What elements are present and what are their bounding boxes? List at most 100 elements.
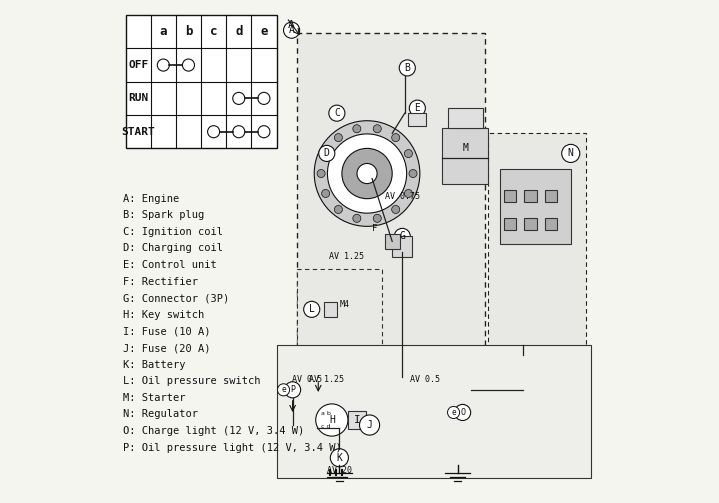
Text: O: O — [460, 408, 465, 417]
Bar — [487, 133, 586, 355]
Text: F: Rectifier: F: Rectifier — [123, 277, 198, 287]
Bar — [504, 218, 516, 230]
Text: e: e — [260, 25, 267, 38]
Circle shape — [208, 126, 220, 138]
Text: B: Spark plug: B: Spark plug — [123, 210, 204, 220]
Text: a: a — [160, 25, 167, 38]
Circle shape — [357, 163, 377, 184]
Text: J: Fuse (20 A): J: Fuse (20 A) — [123, 343, 211, 353]
Circle shape — [321, 190, 330, 198]
Text: C: Ignition coil: C: Ignition coil — [123, 227, 223, 237]
Text: A: A — [288, 20, 295, 30]
Text: c d: c d — [321, 424, 331, 429]
Text: AV 1.25: AV 1.25 — [329, 252, 365, 261]
Bar — [392, 236, 412, 257]
Text: I: I — [354, 415, 360, 425]
Bar — [524, 218, 536, 230]
Circle shape — [392, 205, 400, 213]
Circle shape — [317, 170, 325, 178]
Text: P: Oil pressure light (12 V, 3.4 W): P: Oil pressure light (12 V, 3.4 W) — [123, 443, 342, 453]
Circle shape — [409, 170, 417, 178]
Text: AV 1.25: AV 1.25 — [309, 375, 344, 384]
Bar — [544, 190, 557, 202]
Circle shape — [334, 205, 342, 213]
Circle shape — [334, 134, 342, 142]
Text: E: E — [414, 103, 421, 113]
Bar — [277, 345, 591, 478]
Circle shape — [404, 190, 413, 198]
Bar — [524, 190, 536, 202]
Circle shape — [392, 134, 400, 142]
Text: A: Engine: A: Engine — [123, 194, 179, 204]
Text: L: L — [308, 304, 315, 314]
Text: OFF: OFF — [128, 60, 148, 70]
Bar — [297, 269, 382, 352]
Circle shape — [360, 415, 380, 435]
Text: a b: a b — [321, 411, 331, 416]
Circle shape — [373, 125, 381, 133]
Circle shape — [342, 148, 392, 199]
Circle shape — [409, 100, 426, 116]
Bar — [297, 33, 485, 352]
Circle shape — [321, 149, 330, 157]
Circle shape — [233, 126, 244, 138]
Text: K: Battery: K: Battery — [123, 360, 186, 370]
Text: N: N — [568, 148, 574, 158]
Text: O: Charge light (12 V, 3.4 W): O: Charge light (12 V, 3.4 W) — [123, 426, 304, 436]
Circle shape — [447, 406, 459, 418]
Circle shape — [353, 214, 361, 222]
Text: H: Key switch: H: Key switch — [123, 310, 204, 320]
Bar — [504, 190, 516, 202]
Text: N: Regulator: N: Regulator — [123, 409, 198, 420]
Circle shape — [258, 126, 270, 138]
Circle shape — [329, 105, 345, 121]
Bar — [126, 15, 277, 148]
Text: M: M — [462, 143, 468, 153]
Circle shape — [373, 214, 381, 222]
Bar — [500, 169, 571, 244]
Circle shape — [454, 404, 471, 421]
Bar — [324, 302, 337, 317]
Text: I: Fuse (10 A): I: Fuse (10 A) — [123, 326, 211, 337]
Text: G: G — [399, 231, 406, 241]
Text: c: c — [210, 25, 217, 38]
Text: RUN: RUN — [128, 94, 148, 104]
Text: H: H — [329, 415, 335, 425]
Circle shape — [314, 121, 420, 226]
Text: b: b — [185, 25, 192, 38]
Text: M4: M4 — [339, 300, 349, 309]
Text: AV 0.75: AV 0.75 — [385, 192, 420, 201]
Circle shape — [278, 384, 290, 396]
Bar — [544, 218, 557, 230]
Circle shape — [316, 404, 348, 436]
Circle shape — [183, 59, 195, 71]
Circle shape — [399, 60, 416, 76]
Text: AV 20: AV 20 — [327, 466, 352, 475]
Text: E: Control unit: E: Control unit — [123, 260, 217, 270]
Circle shape — [285, 382, 301, 398]
Circle shape — [233, 93, 244, 105]
Text: M: Starter: M: Starter — [123, 393, 186, 403]
Text: e: e — [452, 408, 456, 417]
Circle shape — [404, 149, 413, 157]
Circle shape — [303, 301, 320, 317]
Text: K: K — [336, 453, 342, 463]
Bar — [408, 113, 426, 126]
Text: AV 0.5: AV 0.5 — [410, 375, 440, 384]
Text: C: C — [334, 108, 340, 118]
Text: START: START — [122, 127, 155, 137]
Circle shape — [353, 125, 361, 133]
Text: L: Oil pressure switch: L: Oil pressure switch — [123, 376, 260, 386]
Circle shape — [394, 228, 411, 244]
Circle shape — [283, 22, 300, 38]
Text: e: e — [281, 385, 286, 394]
Circle shape — [258, 93, 270, 105]
Circle shape — [330, 449, 349, 467]
Circle shape — [319, 145, 335, 161]
Text: A: A — [288, 25, 295, 35]
Circle shape — [157, 59, 170, 71]
Circle shape — [456, 139, 475, 157]
Text: d: d — [235, 25, 242, 38]
Bar — [385, 234, 400, 249]
Text: D: Charging coil: D: Charging coil — [123, 243, 223, 254]
